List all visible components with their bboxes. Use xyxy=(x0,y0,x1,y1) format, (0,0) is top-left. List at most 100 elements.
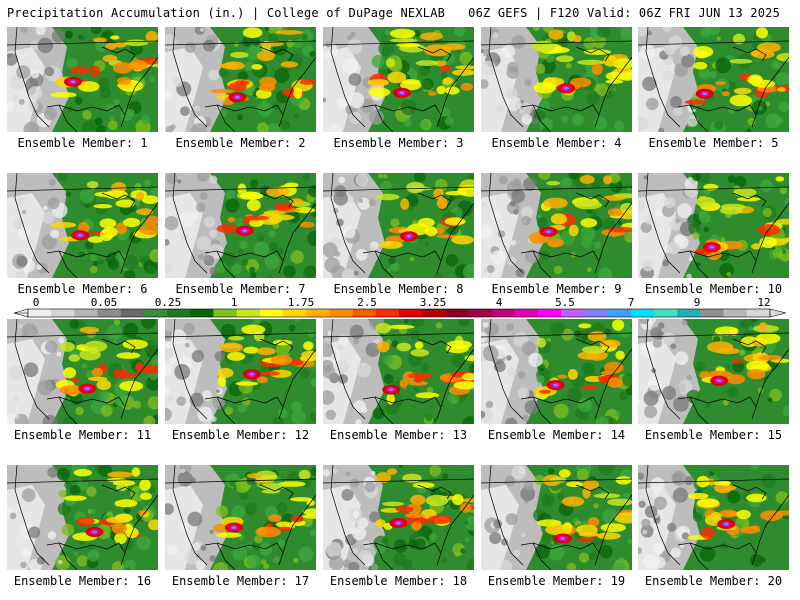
ensemble-map-panel xyxy=(165,465,316,570)
colorbar-swatch xyxy=(28,309,52,317)
colorbar-swatch xyxy=(375,309,400,317)
precip-map xyxy=(323,319,474,424)
colorbar-swatch xyxy=(468,309,493,317)
ensemble-member-label: Ensemble Member: 11 xyxy=(13,428,152,442)
colorbar-swatch xyxy=(723,309,748,317)
ensemble-map-panel xyxy=(323,319,474,424)
precip-map xyxy=(7,319,158,424)
colorbar-tick-label: 3.25 xyxy=(419,296,447,309)
ensemble-member-label: Ensemble Member: 20 xyxy=(644,574,783,588)
colorbar-swatch xyxy=(352,309,377,317)
precip-map xyxy=(481,27,632,132)
precip-map xyxy=(323,465,474,570)
colorbar-scale xyxy=(13,308,787,318)
precip-map xyxy=(638,173,789,278)
precip-map xyxy=(481,465,632,570)
colorbar-tick-label: 0 xyxy=(32,296,40,309)
ensemble-map-panel xyxy=(638,27,789,132)
ensemble-map-panel xyxy=(323,465,474,570)
colorbar-swatch xyxy=(167,309,191,317)
colorbar-tick-label: 9 xyxy=(693,296,701,309)
colorbar-swatch xyxy=(700,309,724,317)
colorbar-swatch xyxy=(514,309,539,317)
header-left-title: Precipitation Accumulation (in.) | Colle… xyxy=(7,6,446,20)
ensemble-member-label: Ensemble Member: 12 xyxy=(171,428,310,442)
ensemble-member-label: Ensemble Member: 1 xyxy=(17,136,148,150)
ensemble-map-panel xyxy=(7,319,158,424)
precip-map xyxy=(323,27,474,132)
precip-map xyxy=(481,319,632,424)
ensemble-member-label: Ensemble Member: 9 xyxy=(491,282,622,296)
colorbar-tick-label: 1.75 xyxy=(287,296,315,309)
colorbar-tick-label: 7 xyxy=(627,296,635,309)
ensemble-member-label: Ensemble Member: 8 xyxy=(333,282,464,296)
header-right-title: 06Z GEFS | F120 Valid: 06Z FRI JUN 13 20… xyxy=(468,6,780,20)
colorbar-swatch xyxy=(97,309,122,317)
ensemble-member-label: Ensemble Member: 13 xyxy=(329,428,468,442)
colorbar-tick-label: 5.5 xyxy=(555,296,575,309)
ensemble-member-label: Ensemble Member: 17 xyxy=(171,574,310,588)
colorbar-swatch xyxy=(584,309,608,317)
colorbar-swatch xyxy=(236,309,261,317)
colorbar-swatch xyxy=(746,309,771,317)
precip-map xyxy=(165,465,316,570)
ensemble-member-label: Ensemble Member: 19 xyxy=(487,574,626,588)
precip-map xyxy=(481,173,632,278)
ensemble-map-panel xyxy=(165,27,316,132)
ensemble-map-panel xyxy=(7,27,158,132)
colorbar-swatch xyxy=(607,309,632,317)
precip-map xyxy=(638,319,789,424)
ensemble-map-panel xyxy=(165,173,316,278)
colorbar: 0 0.05 0.25 1 1.75 2.5 3.25 4 5.5 7 9 12 xyxy=(0,296,800,320)
ensemble-member-label: Ensemble Member: 16 xyxy=(13,574,152,588)
precip-map xyxy=(165,173,316,278)
colorbar-swatch xyxy=(654,309,678,317)
colorbar-swatch xyxy=(120,309,145,317)
ensemble-map-panel xyxy=(323,27,474,132)
colorbar-swatch xyxy=(74,309,98,317)
colorbar-swatch xyxy=(143,309,168,317)
ensemble-map-panel xyxy=(638,465,789,570)
ensemble-member-label: Ensemble Member: 7 xyxy=(175,282,306,296)
precip-map xyxy=(165,27,316,132)
colorbar-swatch xyxy=(491,309,516,317)
colorbar-swatch xyxy=(329,309,353,317)
ensemble-map-panel xyxy=(481,27,632,132)
colorbar-swatch xyxy=(51,309,75,317)
ensemble-member-label: Ensemble Member: 6 xyxy=(17,282,148,296)
ensemble-map-panel xyxy=(7,465,158,570)
colorbar-swatch xyxy=(213,309,237,317)
ensemble-map-panel xyxy=(7,173,158,278)
colorbar-swatch xyxy=(561,309,585,317)
colorbar-tick-label: 0.05 xyxy=(90,296,118,309)
colorbar-tick-label: 4 xyxy=(495,296,503,309)
precip-map xyxy=(7,173,158,278)
colorbar-tick-label: 12 xyxy=(757,296,771,309)
precip-map xyxy=(165,319,316,424)
ensemble-member-label: Ensemble Member: 3 xyxy=(333,136,464,150)
colorbar-swatch xyxy=(283,309,307,317)
colorbar-swatch xyxy=(306,309,330,317)
precip-map xyxy=(323,173,474,278)
colorbar-swatch xyxy=(399,309,423,317)
colorbar-swatch xyxy=(422,309,446,317)
colorbar-swatch xyxy=(259,309,284,317)
ensemble-member-label: Ensemble Member: 5 xyxy=(648,136,779,150)
ensemble-map-panel xyxy=(323,173,474,278)
colorbar-swatch xyxy=(538,309,562,317)
precip-map xyxy=(638,27,789,132)
ensemble-map-panel xyxy=(165,319,316,424)
ensemble-member-label: Ensemble Member: 10 xyxy=(644,282,783,296)
precip-map xyxy=(638,465,789,570)
ensemble-map-panel xyxy=(638,173,789,278)
colorbar-swatch xyxy=(445,309,469,317)
colorbar-swatch xyxy=(677,309,701,317)
ensemble-member-label: Ensemble Member: 2 xyxy=(175,136,306,150)
ensemble-member-label: Ensemble Member: 15 xyxy=(644,428,783,442)
colorbar-swatch xyxy=(630,309,655,317)
ensemble-map-panel xyxy=(481,319,632,424)
colorbar-tick-label: 2.5 xyxy=(357,296,377,309)
ensemble-map-panel xyxy=(638,319,789,424)
ensemble-member-label: Ensemble Member: 18 xyxy=(329,574,468,588)
ensemble-map-panel xyxy=(481,173,632,278)
